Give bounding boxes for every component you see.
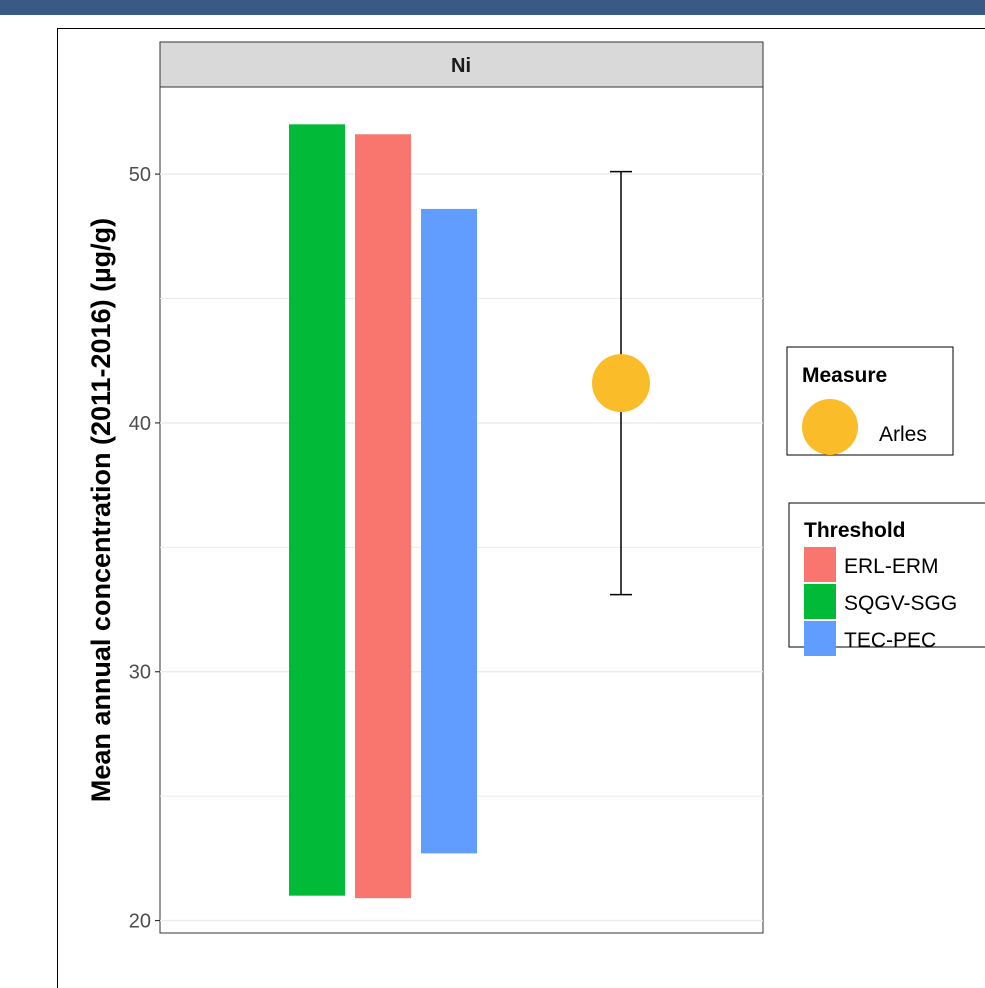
threshold-bars xyxy=(289,124,477,899)
threshold-legend-label-erl-erm: ERL-ERM xyxy=(844,555,939,578)
y-axis-ticks: 20 30 40 50 xyxy=(129,164,160,933)
y-tick-label: 30 xyxy=(129,662,151,684)
measure-legend-label: Arles xyxy=(879,423,927,446)
y-tick-label: 40 xyxy=(129,413,151,435)
measure-legend: Measure Arles xyxy=(786,346,954,456)
threshold-legend-label-tec-pec: TEC-PEC xyxy=(844,629,936,652)
threshold-legend-key-tec-pec xyxy=(804,621,836,656)
measure-point-arles xyxy=(592,354,650,413)
threshold-legend-title: Threshold xyxy=(804,519,906,542)
threshold-legend: Threshold ERL-ERM SQGV-SGG TEC-PEC xyxy=(788,502,985,656)
top-bar xyxy=(0,0,985,15)
y-tick-label: 50 xyxy=(129,164,151,186)
threshold-legend-label-sqgv-sgg: SQGV-SGG xyxy=(844,592,957,615)
measure-legend-key xyxy=(802,399,858,455)
threshold-legend-key-erl-erm xyxy=(804,547,836,582)
bar-erl-erm xyxy=(355,134,411,899)
y-tick-label: 20 xyxy=(129,911,151,933)
bar-sqgv-sgg xyxy=(289,124,345,896)
bar-tec-pec xyxy=(421,208,477,854)
y-axis-title: Mean annual concentration (2011-2016) (µ… xyxy=(86,218,116,802)
facet-strip xyxy=(159,41,764,88)
measure-layer xyxy=(592,170,650,596)
measure-legend-title: Measure xyxy=(802,364,887,387)
threshold-legend-key-sqgv-sgg xyxy=(804,584,836,619)
plot-frame xyxy=(57,28,985,988)
chart: Ni 20 30 40 50 Mean annual concentration (2… xyxy=(86,41,985,934)
facet-label: Ni xyxy=(451,55,471,77)
